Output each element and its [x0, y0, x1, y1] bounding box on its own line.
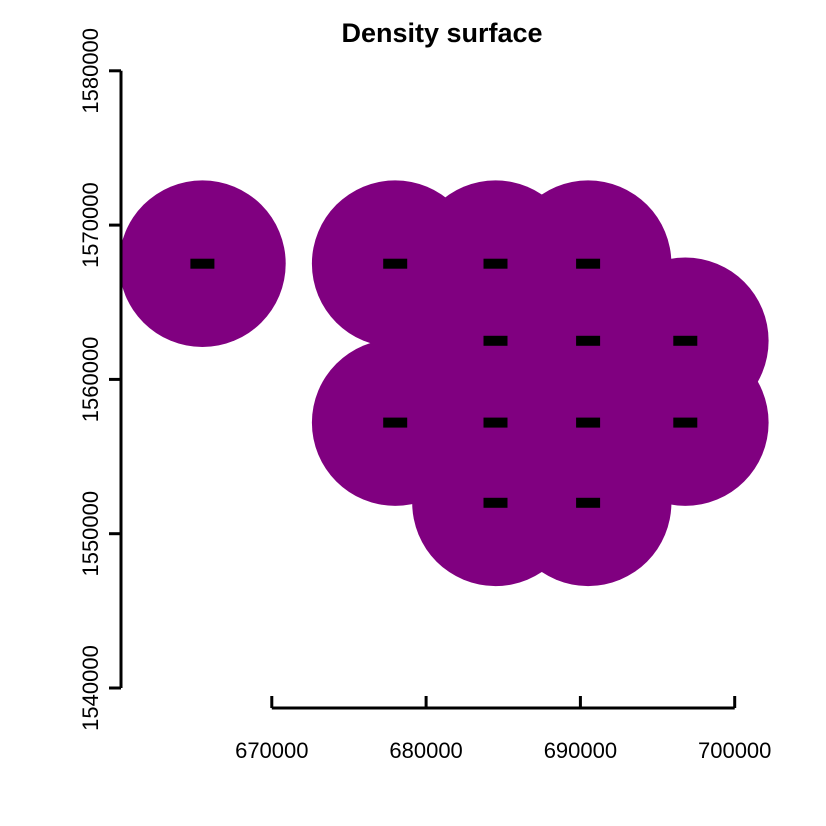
x-tick-label: 680000	[389, 738, 462, 763]
point-marker-8	[383, 417, 408, 428]
y-tick-label: 1540000	[78, 645, 103, 731]
point-marker-2	[383, 258, 408, 269]
y-tick-label: 1550000	[78, 491, 103, 577]
x-tick-label: 700000	[698, 738, 771, 763]
chart-title: Density surface	[341, 18, 542, 48]
density-surface-layer	[121, 180, 769, 587]
point-marker-4	[576, 258, 601, 269]
point-marker-7	[673, 335, 698, 346]
point-marker-5	[483, 335, 508, 346]
point-marker-11	[673, 417, 698, 428]
point-marker-6	[576, 335, 601, 346]
y-tick-label: 1570000	[78, 182, 103, 268]
point-marker-1	[190, 258, 215, 269]
point-marker-10	[576, 417, 601, 428]
point-marker-3	[483, 258, 508, 269]
y-tick-label: 1580000	[78, 28, 103, 114]
x-tick-label: 670000	[235, 738, 308, 763]
point-marker-12	[483, 497, 508, 508]
points-layer	[190, 258, 698, 508]
y-axis: 1540000 1550000 1560000 1570000 1580000	[78, 28, 123, 731]
point-marker-9	[483, 417, 508, 428]
x-axis: 670000 680000 690000 700000	[235, 696, 771, 763]
point-marker-13	[576, 497, 601, 508]
y-tick-label: 1560000	[78, 337, 103, 423]
x-tick-label: 690000	[544, 738, 617, 763]
